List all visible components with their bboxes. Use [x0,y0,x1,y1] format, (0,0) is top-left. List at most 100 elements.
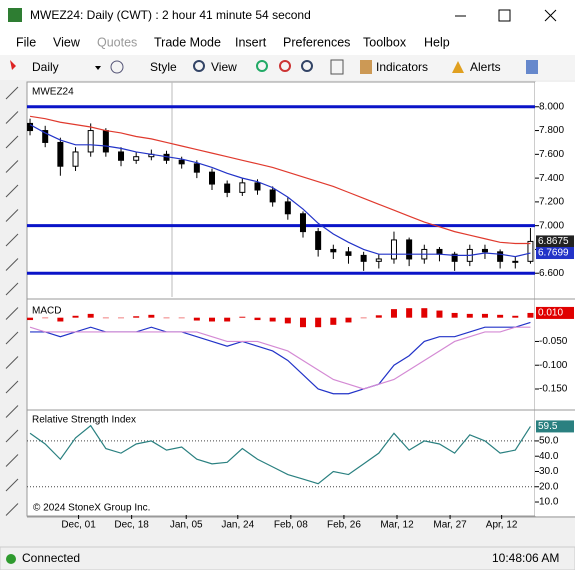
histogram-bar [497,314,504,318]
candle-body [72,151,79,167]
y-tick-label: 7.400 [539,173,564,184]
menu-item[interactable]: View [53,35,81,49]
zoom-out[interactable] [279,60,291,72]
candle-body [375,258,382,262]
histogram-bar [284,317,291,324]
candle-body [239,182,246,193]
histogram-bar [193,317,200,321]
candle-body [254,182,261,191]
zoom[interactable] [301,60,313,72]
close-button[interactable] [544,9,557,22]
menu-item[interactable]: Preferences [283,35,350,49]
tool-icon[interactable] [5,233,19,247]
zoom-in[interactable] [256,60,268,72]
menu-item[interactable]: Toolbox [363,35,407,49]
histogram-bar [87,313,94,318]
dropdown-arrow[interactable] [95,66,101,70]
menu-item[interactable]: Quotes [97,35,137,49]
candle-body [269,189,276,203]
y-tick-label: -0.050 [539,336,568,347]
line-series [29,424,531,485]
histogram-bar [345,317,352,323]
line-series [29,115,531,245]
tool-icon[interactable] [5,454,19,467]
tool-icon[interactable] [5,478,19,492]
histogram-bar [390,309,397,318]
tool-icon[interactable] [5,135,19,149]
candle-body [451,253,458,262]
histogram-bar [481,313,488,318]
histogram-bar [118,317,125,319]
candle-body [512,260,519,263]
histogram-bar [133,316,140,318]
pane: MWEZ248.0007.8007.6007.4007.2007.0006.80… [27,87,575,300]
x-tick-label: Dec, 01 [61,520,96,531]
candle-body [497,251,504,262]
tool-icon[interactable] [5,356,19,369]
tool-icon[interactable] [5,405,19,418]
tool-icon[interactable] [5,380,19,394]
candle-body [406,239,413,260]
y-tick-label: 7.600 [539,149,564,160]
interval-dropdown[interactable]: Daily [32,60,59,74]
tool-icon[interactable] [5,86,19,100]
pin-icon[interactable] [10,60,16,70]
histogram-bar [375,315,382,318]
y-tick-label: 6.600 [539,268,564,279]
tool-icon[interactable] [5,307,19,320]
histogram-bar [299,317,306,328]
candle-body [193,163,200,173]
histogram-bar [224,317,231,322]
tool-icon[interactable] [5,429,19,443]
y-tick-label: 50.0 [539,436,559,447]
tool-icon[interactable] [5,331,19,345]
x-tick-label: Mar, 12 [380,520,414,531]
y-tick-label: 40.0 [539,451,559,462]
tool-icon[interactable] [5,160,19,173]
candle-body [27,122,34,132]
window-title: MWEZ24: Daily (CWT) : 2 hour 41 minute 5… [30,8,311,22]
copyright: © 2024 StoneX Group Inc. [33,503,150,514]
style-icon[interactable] [110,60,124,74]
line-series [29,326,531,390]
refresh-icon[interactable] [330,59,344,75]
histogram-bar [315,317,322,328]
tool-icon[interactable] [5,209,19,222]
tool-icon[interactable] [5,282,19,296]
candle-body [390,239,397,260]
menu-item[interactable]: File [16,35,36,49]
connection-indicator [6,554,16,564]
indicators-button[interactable]: Indicators [376,60,428,74]
alerts-button[interactable]: Alerts [470,60,501,74]
histogram-bar [178,317,185,319]
tool-icon[interactable] [5,184,19,198]
candle-body [178,159,185,165]
indicators-icon[interactable] [360,60,372,74]
app-icon [8,8,22,22]
current-value: 6.7699 [538,248,569,259]
histogram-bar [254,317,261,321]
histogram-bar [436,310,443,318]
histogram-bar [27,317,34,321]
pane: Relative Strength Index 50.0 40.0 30.0 20.0 1… [27,415,575,531]
candle-body [360,254,367,262]
current-value: 6.8675 [538,236,569,247]
tool-icon[interactable] [5,258,19,271]
candle-body [330,248,337,253]
menu-item[interactable]: Insert [235,35,267,49]
view-button[interactable]: View [211,60,237,74]
menu-item[interactable]: Trade Mode [154,35,221,49]
maximize-button[interactable] [498,9,511,22]
tool-icon[interactable] [5,503,19,516]
tool-icon[interactable] [5,111,19,124]
histogram-bar [42,317,49,319]
menu-item[interactable]: Help [424,35,450,49]
x-tick-label: Mar, 27 [433,520,467,531]
histogram-bar [239,316,246,318]
histogram-bar [57,317,64,322]
style-button[interactable]: Style [150,60,177,74]
settings-icon[interactable] [526,60,538,74]
alerts-icon[interactable] [452,61,464,73]
view-icon[interactable] [193,60,205,72]
